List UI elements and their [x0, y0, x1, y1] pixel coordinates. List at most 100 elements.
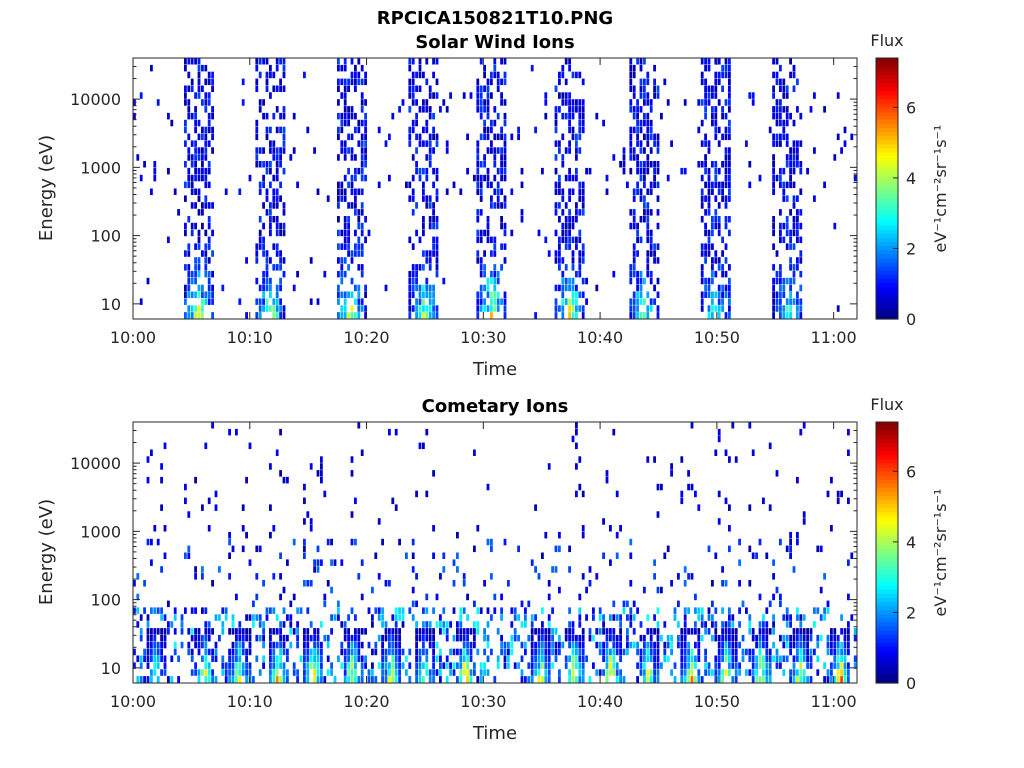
heatmap-cell [578, 655, 582, 662]
heatmap-cell [279, 85, 282, 92]
heatmap-cell [153, 525, 157, 532]
heatmap-cell [296, 628, 299, 635]
heatmap-cell [337, 312, 340, 319]
heatmap-cell [554, 312, 558, 319]
heatmap-cell [146, 456, 150, 463]
heatmap-cell [649, 676, 653, 683]
heatmap-cell [139, 655, 143, 662]
heatmap-cell [578, 593, 582, 601]
heatmap-cell [663, 552, 667, 559]
heatmap-cell [643, 277, 646, 285]
heatmap-cell [547, 628, 551, 635]
heatmap-cell [377, 614, 381, 621]
heatmap-cell [269, 229, 272, 237]
heatmap-cell [204, 243, 208, 250]
heatmap-cell [568, 298, 571, 305]
heatmap-cell [836, 669, 840, 676]
heatmap-cell [347, 147, 350, 154]
heatmap-cell [595, 628, 599, 635]
heatmap-cell [340, 147, 344, 154]
heatmap-cell [432, 676, 435, 683]
heatmap-cell [357, 676, 361, 683]
heatmap-cell [306, 511, 310, 518]
heatmap-cell [204, 99, 208, 106]
heatmap-cell [779, 655, 782, 662]
heatmap-cell [177, 655, 180, 662]
heatmap-cell [697, 676, 701, 683]
heatmap-cell [687, 641, 690, 649]
heatmap-cell [517, 662, 520, 669]
heatmap-cell [337, 64, 340, 72]
heatmap-cell [388, 628, 391, 635]
heatmap-cell [343, 676, 347, 683]
heatmap-cell [258, 188, 262, 195]
heatmap-cell [306, 655, 310, 662]
heatmap-cell [721, 264, 724, 271]
heatmap-cell [309, 655, 313, 662]
colorbar-frame [875, 421, 899, 684]
heatmap-cell [564, 147, 568, 154]
cometary-heatmap [133, 422, 857, 683]
heatmap-cell [415, 655, 418, 662]
heatmap-cell [184, 291, 187, 298]
heatmap-cell [496, 85, 500, 92]
heatmap-cell [775, 662, 779, 669]
heatmap-cell [211, 284, 214, 292]
heatmap-cell [184, 195, 187, 202]
heatmap-cell [615, 676, 619, 683]
heatmap-cell [221, 607, 225, 614]
heatmap-cell [452, 607, 456, 614]
heatmap-cell [207, 119, 211, 127]
heatmap-cell [639, 147, 643, 154]
heatmap-cell [248, 662, 252, 669]
heatmap-cell [238, 641, 242, 649]
heatmap-cell [816, 607, 820, 614]
heatmap-cell [738, 559, 741, 566]
heatmap-cell [792, 243, 796, 250]
heatmap-cell [503, 538, 507, 546]
heatmap-cell [847, 428, 850, 436]
heatmap-cell [643, 85, 646, 92]
heatmap-cell [714, 552, 718, 559]
heatmap-cell [265, 133, 269, 141]
heatmap-cell [745, 607, 748, 614]
heatmap-cell [493, 305, 497, 312]
heatmap-cell [415, 600, 418, 608]
heatmap-cell [721, 655, 724, 662]
heatmap-cell [279, 257, 282, 264]
heatmap-cell [724, 655, 728, 662]
heatmap-cell [381, 662, 384, 669]
heatmap-cell [388, 641, 391, 649]
heatmap-cell [571, 99, 575, 106]
heatmap-cell [704, 621, 707, 628]
heatmap-cell [435, 593, 439, 601]
heatmap-cell [670, 140, 673, 147]
heatmap-cell [809, 106, 813, 113]
heatmap-cell [578, 133, 582, 141]
heatmap-cell [303, 538, 306, 546]
heatmap-cell [282, 222, 286, 230]
heatmap-cell [833, 154, 837, 161]
heatmap-cell [364, 119, 367, 127]
heatmap-cell [653, 250, 656, 257]
heatmap-cell [408, 676, 412, 683]
heatmap-cell [704, 140, 707, 147]
heatmap-cell [636, 133, 639, 141]
heatmap-cell [575, 174, 578, 182]
heatmap-cell [714, 181, 718, 189]
heatmap-cell [581, 209, 585, 216]
heatmap-cell [207, 99, 211, 106]
heatmap-cell [656, 628, 660, 635]
heatmap-cell [585, 277, 588, 285]
heatmap-cell [636, 270, 639, 278]
heatmap-cell [571, 188, 575, 195]
heatmap-cell [670, 634, 673, 642]
heatmap-cell [262, 634, 265, 642]
heatmap-cell [473, 662, 476, 669]
heatmap-cell [309, 580, 313, 587]
heatmap-cell [476, 78, 480, 86]
heatmap-cell [575, 641, 578, 649]
heatmap-cell [758, 655, 762, 662]
heatmap-cell [578, 614, 582, 621]
heatmap-cell [796, 607, 799, 614]
